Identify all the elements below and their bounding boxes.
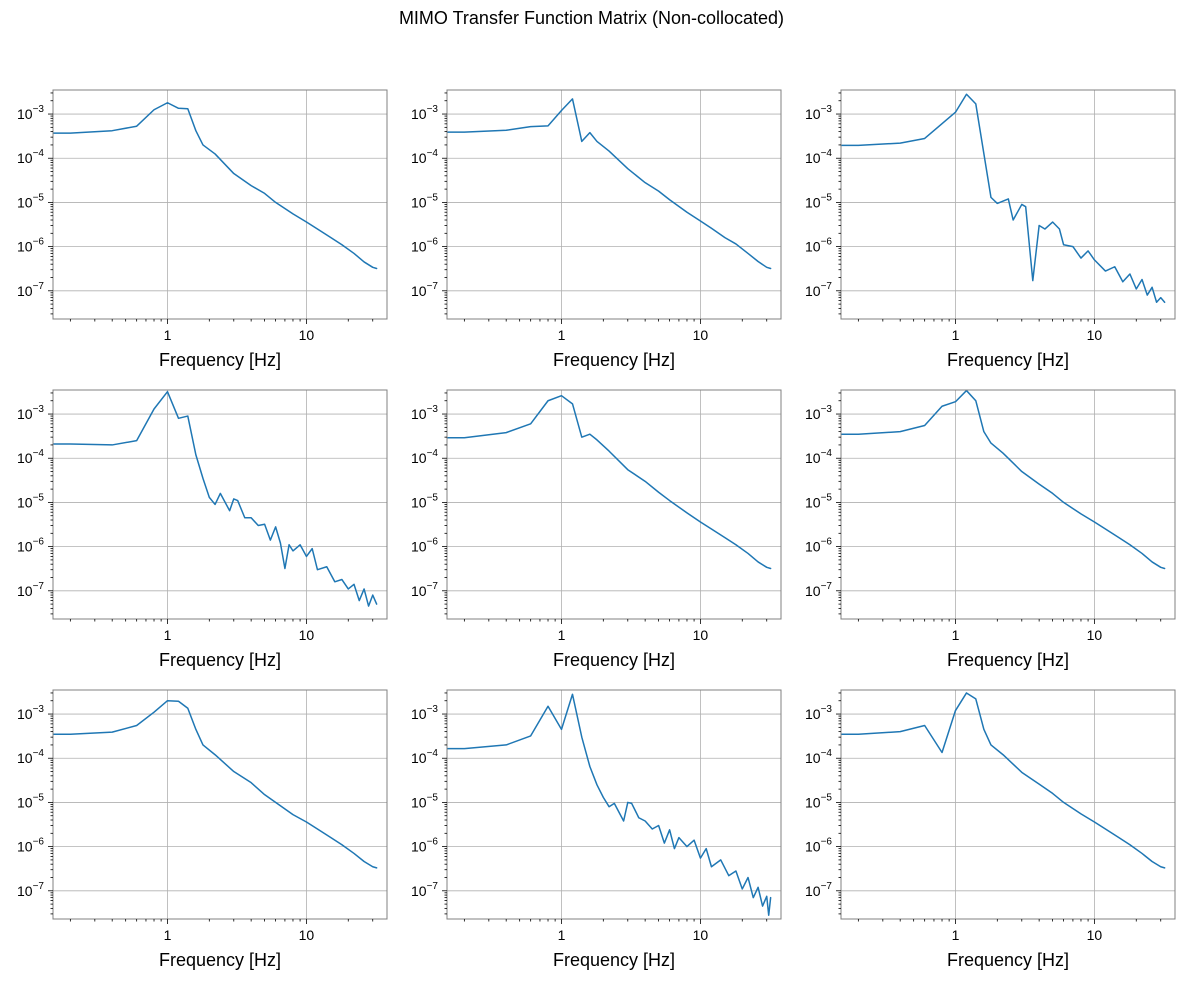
x-tick-label: 1: [952, 627, 960, 643]
y-tick-label: 10−5: [411, 792, 438, 810]
y-tick-label: 10−6: [411, 537, 438, 555]
figure-title: MIMO Transfer Function Matrix (Non-collo…: [399, 8, 784, 28]
series-line: [841, 93, 1166, 304]
y-tick-label: 10−6: [17, 537, 44, 555]
y-tick-label: 10−6: [411, 237, 438, 255]
y-tick-label: 10−3: [805, 104, 832, 122]
y-tick-label: 10−4: [17, 748, 44, 766]
x-tick-label: 10: [693, 627, 709, 643]
x-tick-label: 1: [558, 627, 566, 643]
y-tick-label: 10−3: [17, 404, 44, 422]
x-tick-label: 10: [299, 927, 315, 943]
subplot-grid: 1 10 10−3 10−4 10−5 10−6 10−7 Frequency [Hz] 1 10…: [17, 89, 1176, 970]
y-tick-label: 10−6: [805, 837, 832, 855]
subplot-row1-col3: 1 10 10−3 10−4 10−5 10−6 10−7 Frequency [Hz]: [805, 89, 1176, 370]
y-tick-label: 10−4: [17, 148, 44, 166]
x-axis-label: Frequency [Hz]: [553, 950, 675, 970]
y-tick-label: 10−7: [17, 281, 44, 299]
y-tick-label: 10−4: [805, 748, 832, 766]
y-tick-label: 10−6: [805, 537, 832, 555]
y-tick-label: 10−3: [805, 704, 832, 722]
y-tick-label: 10−7: [805, 281, 832, 299]
y-tick-label: 10−6: [17, 237, 44, 255]
y-tick-label: 10−7: [17, 581, 44, 599]
x-axis-label: Frequency [Hz]: [159, 950, 281, 970]
x-axis-label: Frequency [Hz]: [159, 350, 281, 370]
x-tick-label: 10: [693, 927, 709, 943]
y-tick-label: 10−4: [805, 448, 832, 466]
x-axis-label: Frequency [Hz]: [947, 950, 1069, 970]
x-axis-label: Frequency [Hz]: [947, 650, 1069, 670]
y-tick-label: 10−7: [411, 281, 438, 299]
y-tick-label: 10−5: [17, 192, 44, 210]
y-tick-label: 10−5: [411, 492, 438, 510]
series-line: [447, 693, 772, 916]
series-line: [447, 98, 772, 270]
y-tick-label: 10−7: [411, 581, 438, 599]
y-tick-label: 10−4: [17, 448, 44, 466]
y-tick-label: 10−5: [411, 192, 438, 210]
y-tick-label: 10−6: [805, 237, 832, 255]
y-tick-label: 10−5: [805, 792, 832, 810]
y-tick-label: 10−5: [805, 192, 832, 210]
y-tick-label: 10−7: [805, 581, 832, 599]
subplot-row1-col1: 1 10 10−3 10−4 10−5 10−6 10−7 Frequency [Hz]: [17, 89, 388, 370]
x-axis-label: Frequency [Hz]: [947, 350, 1069, 370]
y-tick-label: 10−3: [805, 404, 832, 422]
y-tick-label: 10−3: [411, 704, 438, 722]
series-line: [447, 394, 772, 570]
x-tick-label: 1: [164, 327, 172, 343]
x-tick-label: 10: [1087, 927, 1103, 943]
x-tick-label: 1: [952, 927, 960, 943]
subplot-row2-col2: 1 10 10−3 10−4 10−5 10−6 10−7 Frequency [Hz]: [411, 389, 782, 670]
y-tick-label: 10−7: [17, 881, 44, 899]
y-tick-label: 10−3: [411, 404, 438, 422]
x-tick-label: 10: [693, 327, 709, 343]
x-tick-label: 1: [952, 327, 960, 343]
series-line: [53, 102, 378, 270]
y-tick-label: 10−4: [411, 148, 438, 166]
x-tick-label: 10: [299, 327, 315, 343]
y-tick-label: 10−3: [411, 104, 438, 122]
x-tick-label: 1: [558, 327, 566, 343]
x-tick-label: 1: [558, 927, 566, 943]
y-tick-label: 10−4: [805, 148, 832, 166]
x-tick-label: 10: [299, 627, 315, 643]
y-tick-label: 10−5: [805, 492, 832, 510]
y-tick-label: 10−7: [411, 881, 438, 899]
subplot-row1-col2: 1 10 10−3 10−4 10−5 10−6 10−7 Frequency [Hz]: [411, 89, 782, 370]
y-tick-label: 10−7: [805, 881, 832, 899]
x-tick-label: 10: [1087, 327, 1103, 343]
x-axis-label: Frequency [Hz]: [159, 650, 281, 670]
y-tick-label: 10−6: [17, 837, 44, 855]
subplot-row3-col2: 1 10 10−3 10−4 10−5 10−6 10−7 Frequency [Hz]: [411, 689, 782, 970]
y-tick-label: 10−4: [411, 748, 438, 766]
subplot-row2-col1: 1 10 10−3 10−4 10−5 10−6 10−7 Frequency [Hz]: [17, 389, 388, 670]
y-tick-label: 10−3: [17, 104, 44, 122]
x-tick-label: 1: [164, 627, 172, 643]
x-tick-label: 1: [164, 927, 172, 943]
y-tick-label: 10−5: [17, 792, 44, 810]
x-axis-label: Frequency [Hz]: [553, 350, 675, 370]
subplot-row3-col1: 1 10 10−3 10−4 10−5 10−6 10−7 Frequency [Hz]: [17, 689, 388, 970]
series-line: [53, 390, 378, 607]
x-axis-label: Frequency [Hz]: [553, 650, 675, 670]
subplot-row2-col3: 1 10 10−3 10−4 10−5 10−6 10−7 Frequency [Hz]: [805, 389, 1176, 670]
series-line: [841, 692, 1166, 869]
y-tick-label: 10−4: [411, 448, 438, 466]
y-tick-label: 10−6: [411, 837, 438, 855]
series-line: [841, 390, 1166, 570]
y-tick-label: 10−5: [17, 492, 44, 510]
subplot-row3-col3: 1 10 10−3 10−4 10−5 10−6 10−7 Frequency [Hz]: [805, 689, 1176, 970]
y-tick-label: 10−3: [17, 704, 44, 722]
series-line: [53, 699, 378, 869]
x-tick-label: 10: [1087, 627, 1103, 643]
